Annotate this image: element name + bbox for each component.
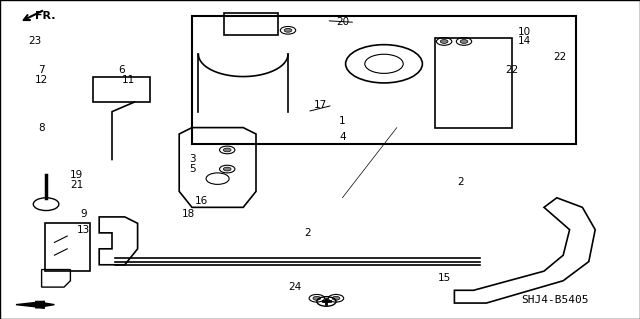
- Text: 22: 22: [554, 52, 566, 63]
- Text: 12: 12: [35, 75, 48, 85]
- Text: 17: 17: [314, 100, 326, 110]
- Text: 8: 8: [38, 122, 45, 133]
- Circle shape: [440, 40, 448, 43]
- Text: 24: 24: [288, 282, 301, 292]
- Text: 10: 10: [518, 27, 531, 37]
- Polygon shape: [16, 301, 54, 308]
- Circle shape: [223, 148, 231, 152]
- Text: SHJ4-B5405: SHJ4-B5405: [522, 295, 589, 305]
- Text: 2: 2: [304, 228, 310, 238]
- Text: 16: 16: [195, 196, 208, 206]
- Text: 9: 9: [80, 209, 86, 219]
- Bar: [224, 13, 278, 35]
- Text: 2: 2: [458, 177, 464, 187]
- Text: 21: 21: [70, 180, 83, 190]
- Text: 5: 5: [189, 164, 195, 174]
- Bar: [93, 77, 150, 102]
- Circle shape: [223, 167, 231, 171]
- Text: 14: 14: [518, 36, 531, 47]
- Text: 11: 11: [122, 75, 134, 85]
- Text: 6: 6: [118, 65, 125, 75]
- Text: 4: 4: [339, 132, 346, 142]
- Text: 22: 22: [506, 65, 518, 75]
- Circle shape: [332, 296, 340, 300]
- Text: 1: 1: [339, 116, 346, 126]
- Text: 15: 15: [438, 272, 451, 283]
- Text: 18: 18: [182, 209, 195, 219]
- Text: FR.: FR.: [35, 11, 56, 21]
- Bar: [435, 38, 512, 128]
- Text: 13: 13: [77, 225, 90, 235]
- Circle shape: [313, 296, 321, 300]
- Text: 23: 23: [29, 36, 42, 47]
- Text: 3: 3: [189, 154, 195, 165]
- Text: 19: 19: [70, 170, 83, 181]
- Circle shape: [460, 40, 468, 43]
- Circle shape: [284, 28, 292, 32]
- Bar: [45, 223, 90, 271]
- Text: 7: 7: [38, 65, 45, 75]
- Text: 20: 20: [336, 17, 349, 27]
